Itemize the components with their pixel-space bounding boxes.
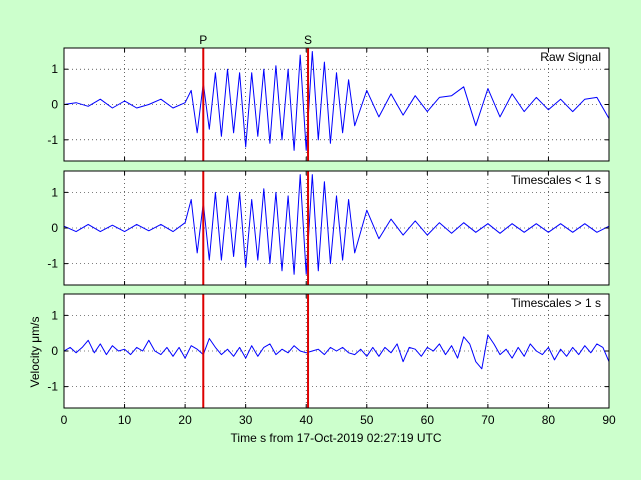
x-tick-label: 10 bbox=[118, 413, 132, 427]
x-tick-label: 50 bbox=[360, 413, 374, 427]
y-tick-label: 1 bbox=[51, 62, 58, 76]
panel-title: Timescales < 1 s bbox=[511, 173, 601, 187]
signal-trace bbox=[63, 334, 610, 370]
signal-trace bbox=[63, 51, 610, 151]
y-tick-label: -1 bbox=[47, 380, 58, 394]
x-tick-label: 60 bbox=[421, 413, 435, 427]
y-tick-label: 0 bbox=[51, 98, 58, 112]
y-tick-label: -1 bbox=[47, 133, 58, 147]
x-tick-label: 80 bbox=[542, 413, 556, 427]
panels: P S -1 0 1 Raw Signal -1 0 1 Timescales < 1 s -1 0 1… bbox=[47, 33, 616, 427]
x-tick-label: 40 bbox=[300, 413, 314, 427]
x-tick-label: 20 bbox=[178, 413, 192, 427]
y-axis-label: Velocity μm/s bbox=[28, 317, 42, 388]
x-tick-label: 30 bbox=[239, 413, 253, 427]
x-tick-label: 70 bbox=[481, 413, 495, 427]
y-tick-label: 1 bbox=[51, 185, 58, 199]
panel-title: Timescales > 1 s bbox=[511, 296, 601, 310]
panel-1: P S -1 0 1 Raw Signal bbox=[47, 33, 610, 162]
panel-title: Raw Signal bbox=[540, 50, 601, 64]
y-tick-label: 0 bbox=[51, 344, 58, 358]
x-axis-label: Time s from 17-Oct-2019 02:27:19 UTC bbox=[231, 431, 442, 445]
x-tick-label: 0 bbox=[61, 413, 68, 427]
pick-label-p: P bbox=[199, 33, 207, 47]
y-tick-label: 0 bbox=[51, 221, 58, 235]
y-tick-label: -1 bbox=[47, 257, 58, 271]
pick-label-s: S bbox=[304, 33, 312, 47]
y-tick-label: 1 bbox=[51, 308, 58, 322]
panel-2: -1 0 1 Timescales < 1 s bbox=[47, 170, 610, 286]
signal-trace bbox=[63, 174, 610, 275]
x-tick-label: 90 bbox=[602, 413, 616, 427]
